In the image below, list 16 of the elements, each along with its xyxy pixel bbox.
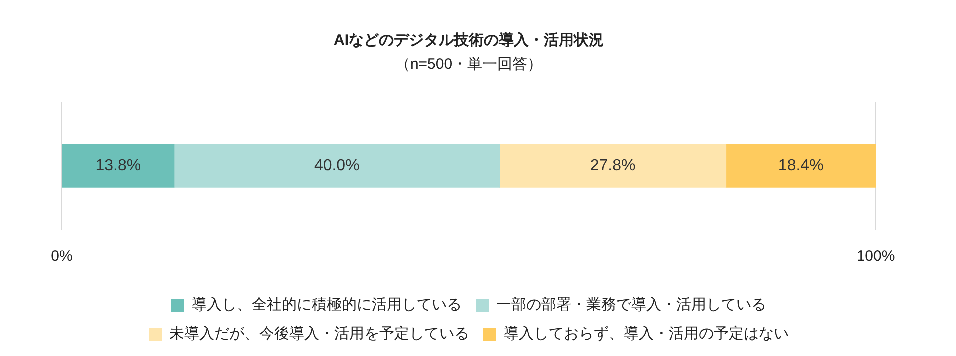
data-label: 27.8% [590,157,636,174]
x-tick-label: 0% [51,248,73,266]
bar [62,144,175,188]
data-label: 18.4% [778,157,824,174]
data-label: 13.8% [96,157,142,174]
data-label: 40.0% [314,157,360,174]
x-tick-label: 100% [856,248,896,266]
legend-label: 導入し、全社的に積極的に活用している [192,296,462,314]
bar [174,144,500,188]
chart-title: AIなどのデジタル技術の導入・活用状況 [334,31,604,50]
legend-label: 未導入だが、今後導入・活用を予定している [170,326,470,343]
legend-label: 一部の部署・業務で導入・活用している [496,296,766,314]
chart-subtitle: （n=500・単一回答） [395,56,543,74]
bar [726,144,876,188]
legend-label: 導入しておらず、導入・活用の予定はない [504,326,789,343]
bar [500,144,727,188]
